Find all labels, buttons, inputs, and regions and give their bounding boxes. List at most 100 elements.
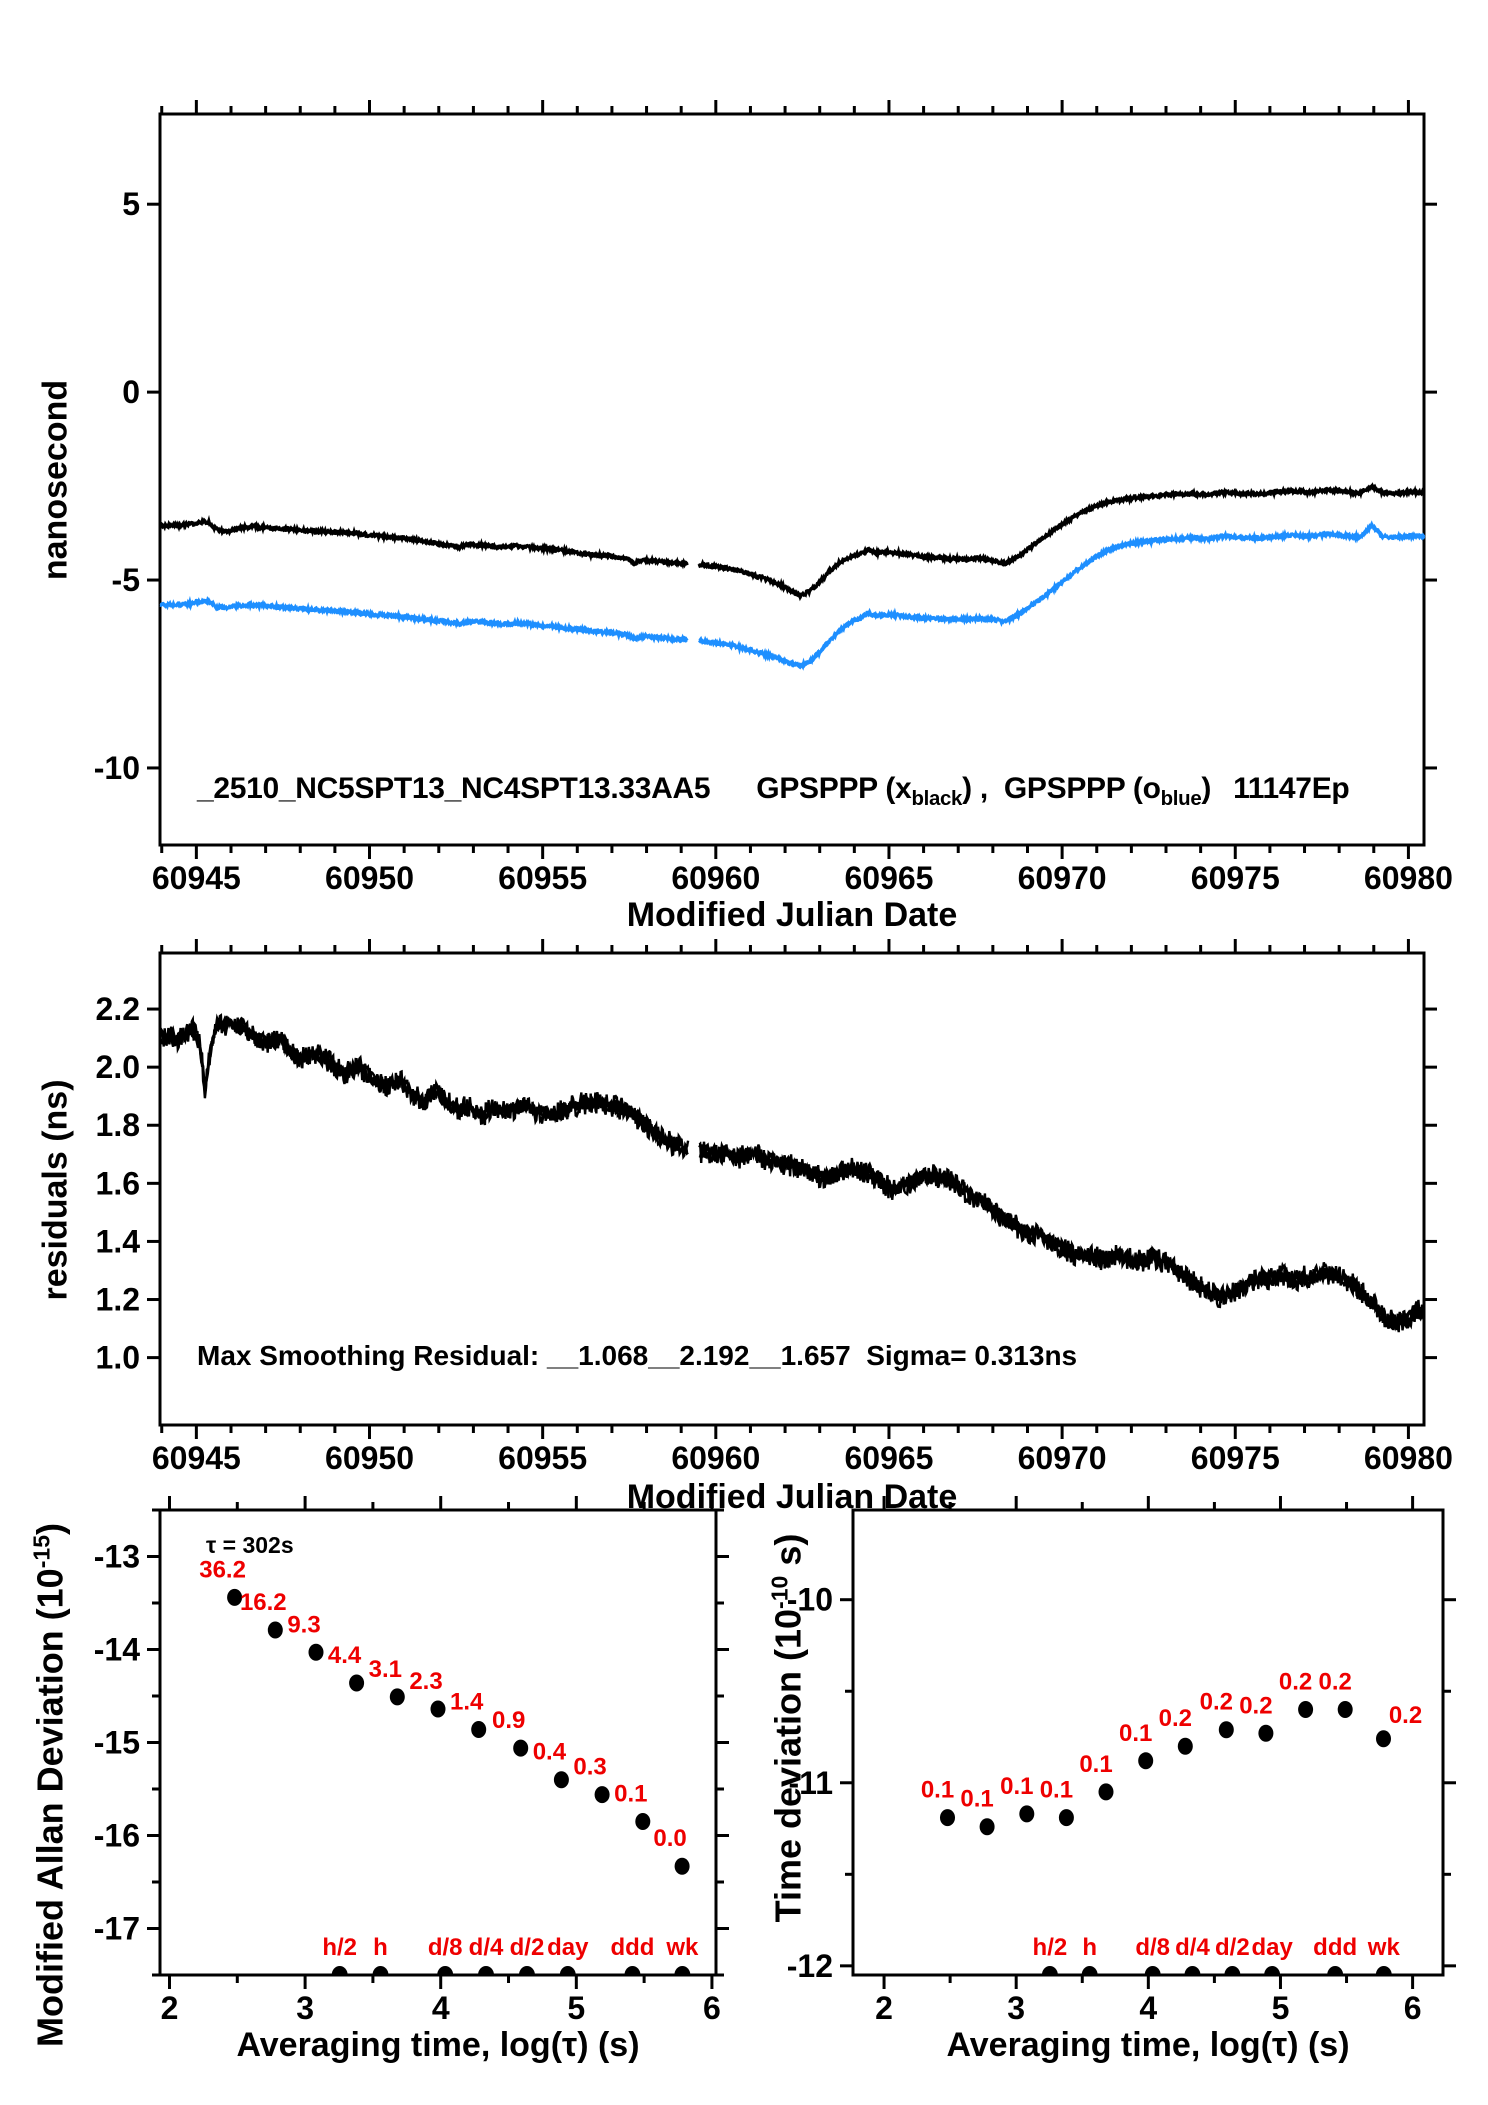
- svg-text:1.6: 1.6: [96, 1165, 140, 1201]
- svg-text:2: 2: [875, 1990, 893, 2026]
- svg-text:60975: 60975: [1191, 1440, 1280, 1476]
- svg-text:d/8: d/8: [1135, 1934, 1170, 1961]
- tau-marker-day: [1264, 1966, 1281, 1975]
- svg-text:h: h: [373, 1934, 388, 1961]
- svg-text:0.2: 0.2: [1389, 1702, 1422, 1729]
- tdev-point: [979, 1818, 995, 1836]
- svg-text:-16: -16: [94, 1818, 140, 1854]
- mdev-point: [227, 1588, 243, 1606]
- svg-text:-17: -17: [94, 1911, 140, 1947]
- tdev-point: [1298, 1701, 1314, 1718]
- tdev-panel: 2 3 4 5 6-10-11-120.1 0.1 0.1 0.10.10.10.20.2 0.…: [787, 1496, 1456, 2026]
- tau-marker-h: [372, 1966, 389, 1975]
- svg-text:ddd: ddd: [610, 1934, 654, 1961]
- x-axis-title-avgtime-right: Averaging time, log(τ) (s): [946, 2026, 1350, 2064]
- tdev-points: 0.1 0.1 0.1 0.10.10.10.20.2 0.20.2 0.20.2: [921, 1669, 1422, 1836]
- top-timeseries-trace: [159, 520, 1426, 671]
- svg-text:h: h: [1082, 1934, 1097, 1961]
- svg-text:d/2: d/2: [510, 1934, 545, 1961]
- svg-text:60945: 60945: [152, 860, 241, 896]
- residuals-trace: [158, 1015, 1426, 1331]
- residuals-panel: 60945 60950 60955 60960 60965 60970 60975 60980…: [96, 939, 1453, 1476]
- svg-text:h/2: h/2: [1033, 1934, 1068, 1961]
- svg-text:16.2: 16.2: [240, 1589, 287, 1616]
- mdev-tau-markers: h/2 h d/8 d/4 d/2 day ddd wk: [322, 1934, 699, 1975]
- svg-text:2: 2: [161, 1990, 179, 2026]
- svg-text:day: day: [1251, 1934, 1293, 1961]
- svg-text:1.8: 1.8: [96, 1107, 140, 1143]
- tau-marker-ddd: [624, 1966, 641, 1975]
- tdev-ticks: [840, 1496, 1456, 1989]
- tdev-point: [1138, 1752, 1154, 1770]
- svg-text:60965: 60965: [844, 1440, 933, 1476]
- svg-text:60950: 60950: [325, 860, 414, 896]
- svg-text:wk: wk: [665, 1934, 699, 1961]
- svg-text:ddd: ddd: [1313, 1934, 1357, 1961]
- svg-text:1.4: 1.4: [450, 1689, 484, 1716]
- top-timeseries-ticks: [147, 100, 1437, 859]
- svg-text:0.0: 0.0: [653, 1825, 686, 1852]
- mdev-point: [674, 1857, 690, 1875]
- smoothing-residual-note: Max Smoothing Residual: __1.068__2.192__…: [197, 1340, 1078, 1371]
- svg-text:36.2: 36.2: [199, 1556, 246, 1583]
- tdev-point: [1258, 1724, 1274, 1742]
- svg-text:0.3: 0.3: [573, 1754, 606, 1781]
- residuals-frame: [158, 951, 1426, 1427]
- svg-text:60955: 60955: [498, 1440, 587, 1476]
- top-timeseries-tick-labels: 60945 60950 60955 60960 60965 60970 60975 60980…: [94, 186, 1453, 896]
- svg-text:60970: 60970: [1018, 860, 1107, 896]
- tau-marker-wk: [1375, 1966, 1392, 1975]
- top-panel-inplot-title: _2510_NC5SPT13_NC4SPT13.33AA5 GPSPPP (xbl…: [197, 772, 1350, 811]
- top-timeseries-frame: [158, 112, 1426, 847]
- svg-text:-10: -10: [94, 750, 140, 786]
- svg-text:1.0: 1.0: [96, 1340, 140, 1376]
- svg-text:0.1: 0.1: [1079, 1751, 1112, 1778]
- tau-marker-h: [1081, 1966, 1098, 1975]
- svg-text:60945: 60945: [152, 1440, 241, 1476]
- tau-marker-wk: [674, 1966, 691, 1975]
- residuals-series: [158, 1013, 1426, 1333]
- tau-marker-d/2: [518, 1966, 535, 1975]
- svg-text:6: 6: [703, 1990, 721, 2026]
- svg-text:day: day: [547, 1934, 589, 1961]
- svg-text:-11: -11: [789, 1765, 833, 1801]
- tdev-tick-labels: 2 3 4 5 6 -10 -11 -12: [787, 1582, 1422, 2026]
- residuals-trace: [158, 1013, 1426, 1333]
- svg-text:0.1: 0.1: [960, 1786, 993, 1813]
- svg-text:-10: -10: [787, 1582, 833, 1618]
- mdev-point: [267, 1621, 283, 1639]
- svg-text:d/2: d/2: [1215, 1934, 1250, 1961]
- tau-marker-ddd: [1327, 1966, 1344, 1975]
- svg-text:9.3: 9.3: [287, 1611, 320, 1638]
- svg-text:0: 0: [122, 374, 140, 410]
- svg-text:h/2: h/2: [322, 1934, 357, 1961]
- mdev-title-exponent: -15: [28, 1534, 55, 1569]
- svg-text:2.0: 2.0: [96, 1049, 140, 1085]
- x-axis-title-mjd-top: Modified Julian Date: [626, 896, 958, 934]
- svg-text:6: 6: [1404, 1990, 1422, 2026]
- svg-text:0.1: 0.1: [1040, 1777, 1073, 1804]
- epoch-count: 11147Ep: [1233, 772, 1350, 805]
- tau-marker-d/8: [1144, 1966, 1161, 1975]
- tdev-point: [1376, 1730, 1391, 1748]
- tau-marker-h/2: [1041, 1966, 1058, 1975]
- tdev-point: [1177, 1737, 1193, 1755]
- svg-text:d/4: d/4: [469, 1934, 504, 1961]
- svg-text:0.9: 0.9: [492, 1707, 525, 1734]
- tdev-point: [1058, 1809, 1074, 1827]
- svg-text:0.1: 0.1: [921, 1777, 954, 1804]
- tau-marker-d/2: [1224, 1966, 1241, 1975]
- svg-text:60960: 60960: [671, 860, 760, 896]
- svg-text:3.1: 3.1: [369, 1656, 402, 1683]
- top-timeseries-trace: [159, 483, 1425, 599]
- y-axis-title-nanosecond: nanosecond: [36, 379, 75, 581]
- svg-text:1.4: 1.4: [96, 1223, 141, 1259]
- mdev-title-close: ): [29, 1522, 71, 1535]
- tau-note: τ = 302s: [206, 1532, 294, 1558]
- svg-text:wk: wk: [1367, 1934, 1401, 1961]
- svg-text:2.3: 2.3: [409, 1668, 442, 1695]
- tdev-point: [1019, 1805, 1035, 1823]
- top-timeseries-series: [159, 482, 1426, 671]
- svg-text:2.2: 2.2: [96, 991, 140, 1027]
